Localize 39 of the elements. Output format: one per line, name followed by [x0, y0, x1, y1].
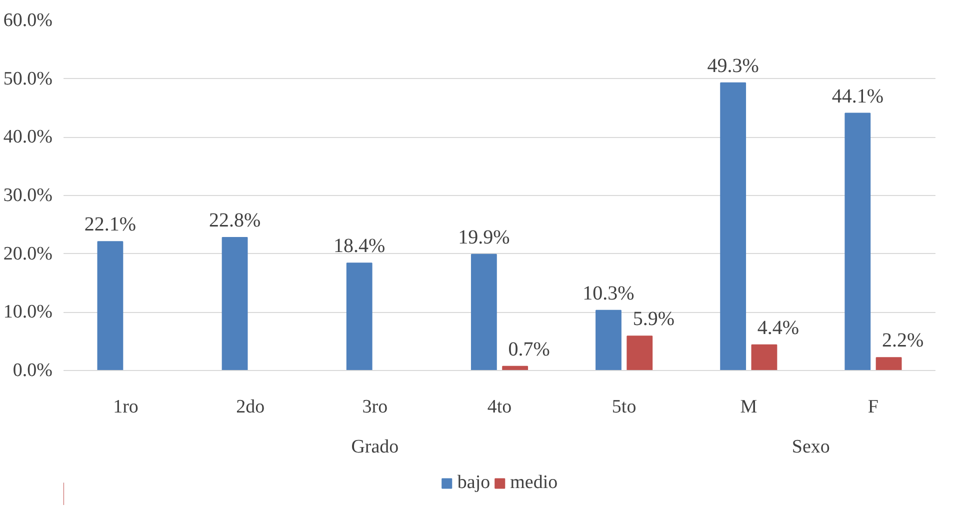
- legend-label: medio: [510, 472, 558, 494]
- x-tick-label: 2do: [236, 396, 265, 418]
- bar: [626, 336, 653, 370]
- bar: [720, 82, 746, 370]
- data-label: 10.3%: [582, 282, 634, 304]
- bar: [470, 254, 497, 370]
- data-label: 2.2%: [882, 330, 924, 352]
- x-tick-label: 1ro: [113, 396, 138, 418]
- bar: [844, 112, 871, 370]
- x-tick-label: F: [868, 396, 879, 418]
- y-tick-label: 30.0%: [3, 185, 53, 206]
- bar: [876, 357, 902, 370]
- data-label: 49.3%: [707, 54, 759, 77]
- data-label: 18.4%: [334, 235, 386, 258]
- data-label: 5.9%: [632, 308, 674, 330]
- x-tick-label: 5to: [612, 396, 636, 418]
- bar: [97, 241, 124, 370]
- bar: [596, 310, 622, 370]
- y-tick-label: 50.0%: [3, 68, 53, 90]
- legend-label: bajo: [457, 472, 490, 494]
- data-label: 22.1%: [84, 214, 136, 236]
- y-tick-label: 10.0%: [3, 302, 53, 323]
- bar: [346, 262, 372, 370]
- data-label: 19.9%: [458, 226, 510, 248]
- data-label: 22.8%: [208, 210, 261, 232]
- y-tick-label: 20.0%: [3, 243, 53, 264]
- text: Grado: [351, 436, 399, 458]
- text: Sexo: [792, 436, 830, 458]
- x-tick-label: 3ro: [362, 396, 388, 418]
- data-label: 44.1%: [832, 85, 884, 108]
- bar: [751, 344, 778, 370]
- x-tick-label: M: [740, 396, 758, 418]
- y-tick-label: 60.0%: [3, 10, 53, 31]
- y-tick-label: 40.0%: [3, 126, 53, 148]
- x-tick-label: 4to: [487, 396, 512, 418]
- data-label: 0.7%: [508, 338, 550, 360]
- y-tick-label: 0.0%: [12, 360, 53, 381]
- data-label: 4.4%: [757, 316, 800, 339]
- bar: [222, 237, 248, 370]
